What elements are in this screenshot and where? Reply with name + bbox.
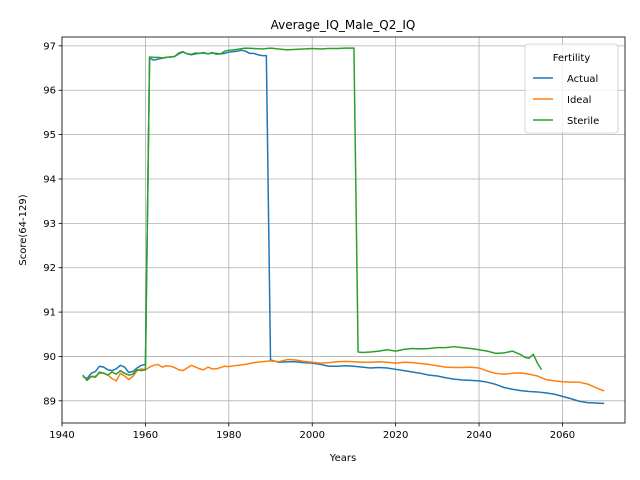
x-tick-label: 1940	[49, 430, 74, 441]
legend-items: Actual Ideal Sterile	[533, 74, 599, 127]
y-tick-label: 96	[43, 86, 56, 97]
legend: Fertility Actual Ideal Sterile	[524, 43, 619, 134]
y-tick-label: 95	[43, 130, 56, 141]
legend-box	[524, 43, 619, 134]
x-tick-label: 2040	[466, 430, 491, 441]
legend-label-actual: Actual	[567, 74, 598, 85]
series-line-sterile	[82, 47, 543, 382]
x-tick-label: 2060	[550, 430, 575, 441]
legend-label-ideal: Ideal	[567, 95, 591, 106]
x-tick-label: 1980	[216, 430, 241, 441]
x-tick-label: 2020	[383, 430, 408, 441]
y-tick-label: 91	[43, 308, 56, 319]
x-tick-label: 1960	[133, 430, 158, 441]
y-tick-label: 92	[43, 263, 56, 274]
series-lines	[82, 47, 605, 405]
y-axis-label: Score(64-129)	[18, 194, 29, 265]
chart-title: Average_IQ_Male_Q2_IQ	[271, 18, 416, 32]
y-tick-label: 93	[43, 219, 56, 230]
y-tick-label: 89	[43, 396, 56, 407]
y-tick-label: 97	[43, 41, 56, 52]
legend-title: Fertility	[553, 53, 591, 64]
legend-label-sterile: Sterile	[567, 116, 599, 127]
y-axis-ticks: 89 90 91 92 93 94 95 96 97	[43, 41, 62, 407]
x-tick-label: 2000	[299, 430, 324, 441]
y-tick-label: 90	[43, 352, 56, 363]
grid-lines	[61, 37, 625, 423]
y-tick-label: 94	[43, 174, 56, 185]
series-line-actual	[82, 49, 605, 405]
x-axis-ticks: 1940 1960 1980 2000 2020 2040 2060	[49, 423, 575, 441]
x-axis-label: Years	[329, 453, 356, 464]
plot-area-frame	[61, 36, 626, 424]
